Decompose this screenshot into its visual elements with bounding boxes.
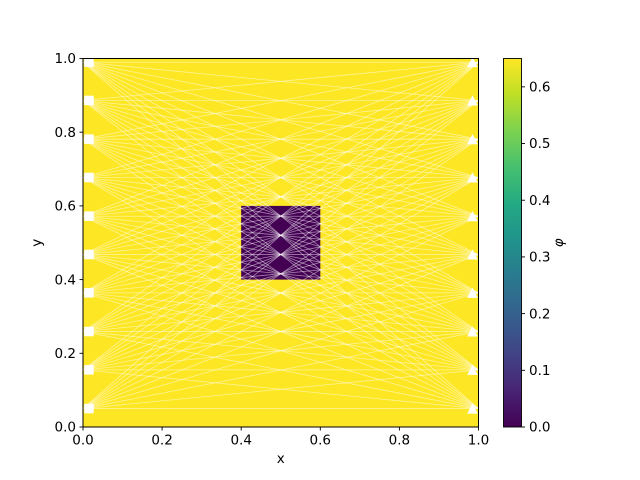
y-tick-label: 0.2 [55,346,76,362]
right-node-marker [467,364,478,375]
colorbar-ticks: 0.0 0.1 0.2 0.3 0.4 0.5 0.6 [521,80,550,436]
y-axis-label: y [29,239,45,247]
mesh-edge [83,292,479,409]
mesh-edge [83,61,479,101]
right-node-marker [467,95,478,106]
low-value-region [241,205,321,280]
colorbar-tick-label: 0.6 [529,80,550,96]
mesh-edge [83,331,479,409]
y-tick-label: 0.0 [55,420,76,436]
colorbar-tick-label: 0.1 [529,363,550,379]
x-axis-label: x [277,451,285,467]
left-node-marker [84,365,94,375]
left-node-marker [84,249,94,260]
mesh-edge [83,138,479,409]
colorbar-tick-label: 0.5 [529,136,550,152]
colorbar-frame [503,58,522,428]
y-tick-label: 0.4 [55,272,76,288]
mesh-edge [83,61,479,140]
mesh-edge [83,61,479,217]
x-tick-label: 0.2 [151,433,172,449]
x-tick-label: 0.4 [230,433,251,449]
right-node-marker [467,134,478,145]
y-axis: 0.0 0.2 0.4 0.6 0.8 1.0 [55,51,83,436]
x-tick-label: 0.6 [310,433,331,449]
mesh-edge [83,254,479,409]
colorbar-tick-label: 0.3 [529,250,550,266]
mesh-edge [83,61,479,332]
colorbar-label: φ [551,238,567,247]
left-node-marker [84,134,94,144]
colorbar-tick-label: 0.2 [529,306,550,322]
right-node-marker [467,172,478,183]
mesh-edge [83,61,479,294]
right-node-marker [467,211,478,222]
mesh-edge [83,100,479,409]
mesh-edge [83,61,479,371]
colorbar [503,58,522,427]
x-tick-label: 0.0 [72,433,93,449]
y-tick-label: 1.0 [55,51,76,67]
right-node-marker [467,249,478,260]
left-node-marker [84,58,94,67]
left-node-marker [84,403,94,414]
right-node-marker [467,58,478,68]
mesh-edge [83,215,479,409]
x-tick-label: 1.0 [468,433,489,449]
left-node-marker [84,326,94,337]
mesh-edge [83,177,479,409]
y-tick-label: 0.6 [55,199,76,215]
colorbar-tick-label: 0.4 [529,193,550,209]
mesh-edge [83,61,479,409]
right-node-marker [467,326,478,337]
mesh-edge [83,61,479,255]
left-node-marker [84,172,94,183]
left-node-marker [84,95,94,106]
mesh-edge [83,61,479,178]
left-node-marker [84,211,94,221]
y-tick-label: 0.8 [55,125,76,141]
right-node-marker [467,403,478,414]
x-tick-label: 0.8 [389,433,410,449]
left-node-marker [84,288,94,298]
colorbar-tick-label: 0.0 [529,420,550,436]
mesh-layer [83,58,479,414]
mesh-edge [83,369,479,409]
x-axis: 0.0 0.2 0.4 0.6 0.8 1.0 [72,427,489,449]
right-node-marker [467,287,478,298]
axes-frame [82,58,479,428]
